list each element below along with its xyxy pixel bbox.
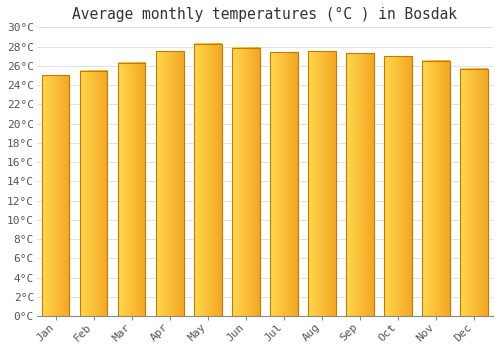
Bar: [194, 44, 222, 316]
Bar: [346, 53, 374, 316]
Bar: [80, 71, 108, 316]
Bar: [460, 69, 487, 316]
Bar: [232, 48, 260, 316]
Bar: [270, 52, 297, 316]
Bar: [384, 56, 411, 316]
Bar: [42, 76, 70, 316]
Bar: [308, 51, 336, 316]
Bar: [156, 51, 184, 316]
Bar: [118, 63, 146, 316]
Bar: [422, 61, 450, 316]
Title: Average monthly temperatures (°C ) in Bosdak: Average monthly temperatures (°C ) in Bo…: [72, 7, 458, 22]
